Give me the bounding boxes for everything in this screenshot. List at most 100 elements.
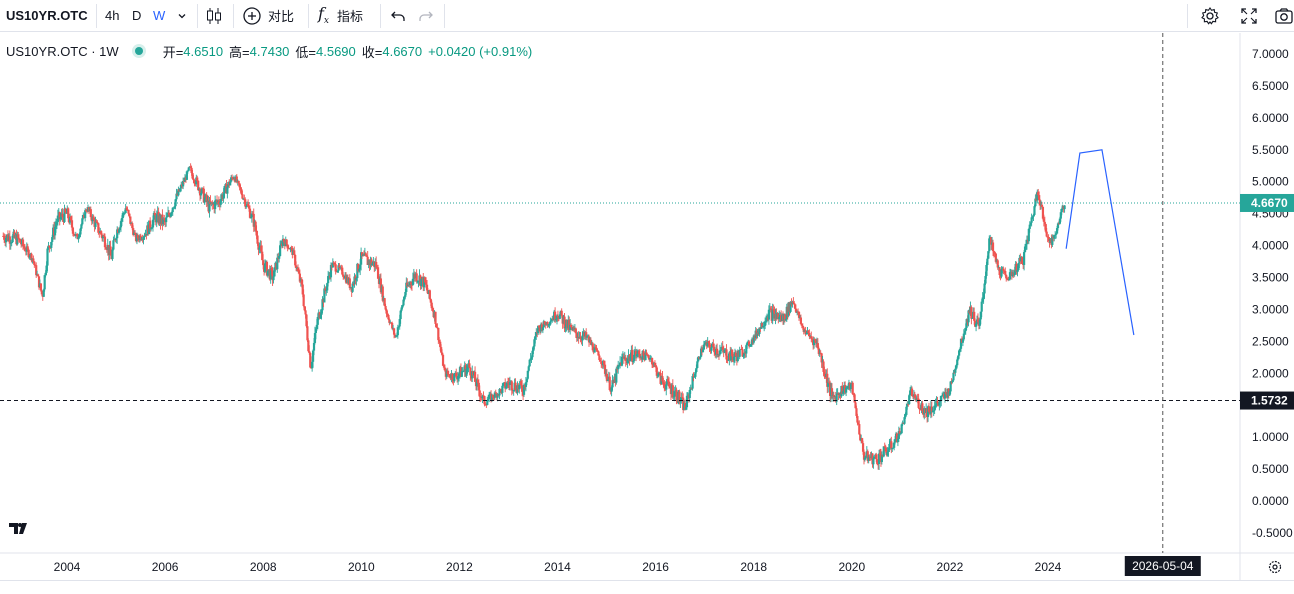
candle-body	[337, 265, 340, 271]
candle-body	[46, 248, 49, 266]
candle-body	[529, 358, 532, 360]
trend-line-drawing[interactable]	[1065, 149, 1135, 336]
candle-body	[691, 376, 694, 389]
undo-button[interactable]	[390, 0, 406, 31]
symbol-search-button[interactable]: US10YR.OTC	[6, 0, 88, 31]
candle-body	[1028, 224, 1031, 229]
candle-body	[1030, 217, 1033, 223]
candle-body	[441, 354, 445, 366]
candle-body	[98, 232, 101, 234]
candle-body	[440, 352, 444, 355]
candle-body	[64, 208, 67, 213]
candle-body	[872, 458, 875, 465]
legend-title: US10YR.OTC · 1W	[6, 43, 119, 59]
candle-body	[21, 239, 25, 246]
candle-body	[298, 273, 301, 282]
candle-body	[311, 361, 314, 369]
candle-body	[681, 397, 684, 398]
interval-4h-button[interactable]: 4h	[105, 0, 119, 31]
candle-body	[67, 208, 70, 219]
candle-body	[800, 323, 803, 326]
x-tick-label: 2024	[1035, 560, 1062, 574]
chart-type-button[interactable]	[205, 0, 223, 31]
redo-icon	[419, 11, 433, 21]
candle-body	[203, 197, 206, 203]
candle-body	[992, 251, 996, 253]
candle-body	[451, 373, 454, 380]
redo-button[interactable]	[418, 0, 434, 31]
compare-button[interactable]: 对比	[242, 0, 294, 31]
candle-body	[684, 407, 688, 410]
candle-body	[111, 249, 114, 259]
candle-body	[888, 444, 891, 451]
candle-body	[143, 236, 146, 238]
candle-body	[118, 227, 122, 230]
candle-body	[112, 240, 115, 250]
candle-body	[657, 372, 660, 376]
x-tick-label: 2018	[740, 560, 767, 574]
candle-body	[597, 351, 600, 356]
candle-body	[906, 403, 909, 407]
candle-body	[956, 359, 959, 366]
candle-body	[127, 209, 130, 214]
snapshot-button[interactable]	[1274, 0, 1294, 31]
candle-body	[962, 333, 965, 340]
candle-body	[323, 288, 326, 303]
x-tick-label: 2020	[838, 560, 865, 574]
candle-body	[230, 177, 234, 179]
chevron-down-icon	[178, 13, 186, 18]
candle-body	[406, 282, 409, 287]
candle-body	[537, 325, 541, 328]
candle-body	[1032, 214, 1035, 217]
candle-body	[940, 395, 943, 401]
interval-d-label: D	[132, 8, 142, 23]
settings-button[interactable]	[1200, 0, 1220, 31]
candle-body	[982, 293, 985, 298]
candle-body	[411, 278, 415, 285]
legend-open-label: 开=	[162, 44, 184, 60]
candle-body	[1058, 218, 1061, 224]
candle-body	[331, 262, 334, 268]
candle-body	[473, 371, 477, 382]
candle-body	[237, 180, 240, 184]
candle-body	[45, 265, 48, 273]
axis-settings-gear-icon[interactable]	[1268, 560, 1282, 574]
candle-body	[388, 319, 391, 323]
candle-body	[383, 298, 386, 306]
interval-dropdown-button[interactable]	[176, 0, 188, 31]
candle-body	[732, 356, 736, 361]
interval-w-button[interactable]: W	[153, 0, 165, 31]
candle-body	[707, 341, 710, 344]
candle-body	[56, 215, 59, 223]
candle-body	[642, 350, 645, 356]
candle-body	[405, 282, 408, 292]
chart-canvas[interactable]: 7.00006.50006.00005.50005.00004.50004.00…	[0, 33, 1294, 580]
candle-body	[868, 456, 871, 458]
candle-body	[476, 379, 479, 383]
candle-body	[570, 324, 573, 327]
candle-body	[934, 404, 937, 406]
market-status-dot[interactable]	[134, 47, 143, 55]
candle-body	[320, 310, 323, 315]
y-tick-label: 0.5000	[1252, 462, 1289, 476]
candle-body	[673, 391, 676, 397]
candle-body	[667, 379, 670, 382]
candle-body	[357, 263, 360, 272]
candle-body	[827, 382, 830, 387]
legend-open-value: 4.6510	[183, 43, 224, 59]
candle-body	[257, 243, 260, 250]
candle-body	[409, 282, 413, 285]
candle-body	[903, 417, 906, 424]
candle-body	[13, 231, 16, 238]
candle-body	[505, 382, 509, 387]
candle-body	[959, 338, 963, 349]
fullscreen-button[interactable]	[1239, 0, 1259, 31]
candle-body	[300, 279, 303, 285]
candle-body	[651, 364, 655, 366]
gear-inner	[1272, 564, 1278, 570]
candle-body	[453, 373, 456, 382]
indicators-button[interactable]: fx 指标	[318, 0, 363, 31]
candle-body	[679, 401, 682, 403]
interval-d-button[interactable]: D	[132, 0, 141, 31]
candle-body	[706, 341, 709, 347]
